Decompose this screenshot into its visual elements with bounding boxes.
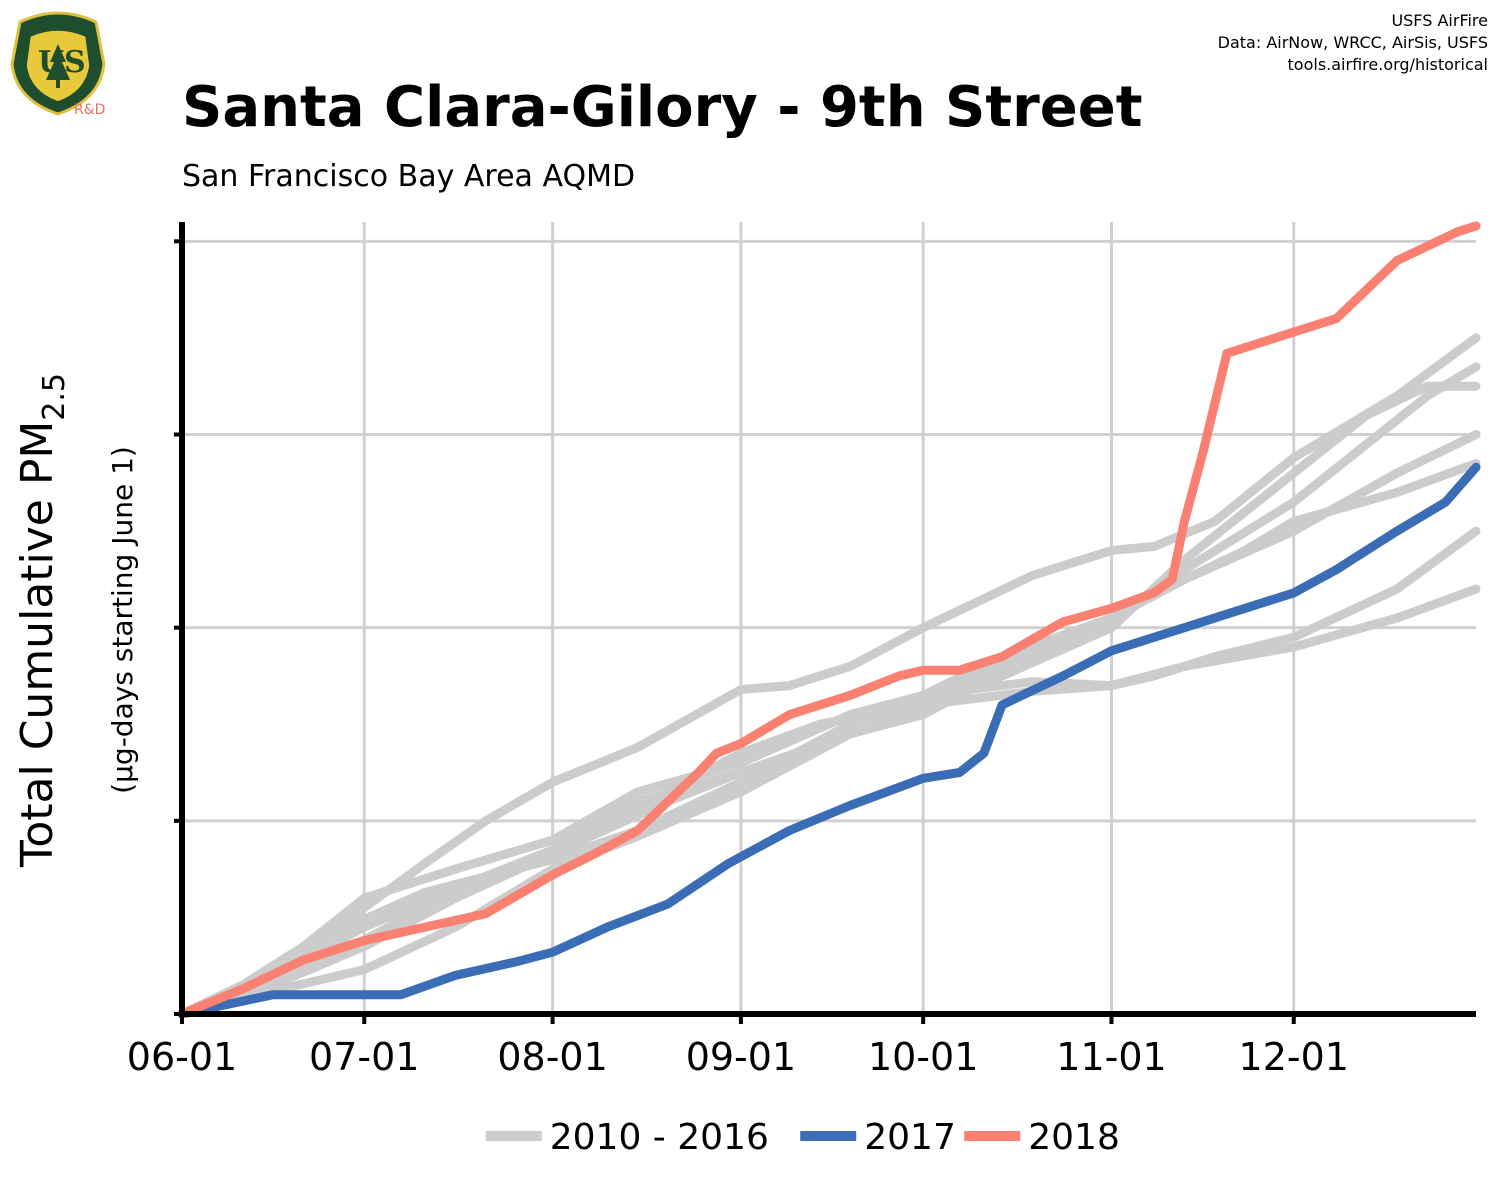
x-tick-label: 09-01 <box>686 1035 796 1079</box>
svg-text:S: S <box>64 45 86 80</box>
legend-item: 2018 <box>964 1117 1120 1158</box>
series-line-2010-2016-4 <box>177 381 1481 1019</box>
grid <box>182 222 1476 1014</box>
axes <box>174 222 1476 1024</box>
x-tick-labels: 06-01 07-01 08-01 09-01 10-01 11-01 12-01 <box>127 1035 1349 1079</box>
legend-item: 2017 <box>800 1117 956 1158</box>
y-axis-label-subscript: 2.5 <box>37 373 72 421</box>
series-line-2018-8 <box>177 221 1481 1019</box>
series-line-2010-2016-5 <box>177 430 1481 1019</box>
logo-tag: R&D <box>74 102 105 118</box>
legend: 2010 - 2016 2017 2018 <box>485 1117 1120 1158</box>
legend-label: 2017 <box>864 1117 956 1158</box>
credit-line-2: Data: AirNow, WRCC, AirSis, USFS <box>1218 33 1488 52</box>
chart-subtitle: San Francisco Bay Area AQMD <box>182 159 635 194</box>
chart-title: Santa Clara-Gilory - 9th Street <box>182 75 1143 140</box>
legend-label: 2010 - 2016 <box>550 1117 769 1158</box>
x-tick-label: 08-01 <box>497 1035 607 1079</box>
x-tick-label: 06-01 <box>127 1035 237 1079</box>
legend-item: 2010 - 2016 <box>485 1117 769 1158</box>
y-axis-note: (µg-days starting June 1) <box>106 446 139 794</box>
usfs-shield-logo: U S R&D <box>10 11 106 118</box>
legend-label: 2018 <box>1028 1117 1120 1158</box>
y-axis-label: Total Cumulative PM2.5 <box>12 373 72 868</box>
x-tick-label: 10-01 <box>868 1035 978 1079</box>
series-line-2017-7 <box>177 462 1481 1019</box>
series-line-2010-2016-1 <box>177 584 1481 1019</box>
series-line-2010-2016-6 <box>177 459 1481 1019</box>
credit-line-3: tools.airfire.org/historical <box>1288 55 1488 74</box>
x-tick-label: 11-01 <box>1056 1035 1166 1079</box>
x-tick-label: 07-01 <box>309 1035 419 1079</box>
x-tick-label: 12-01 <box>1239 1035 1349 1079</box>
series-lines <box>177 221 1481 1019</box>
credit-line-1: USFS AirFire <box>1391 11 1488 30</box>
series-line-2010-2016-0 <box>177 333 1481 1019</box>
